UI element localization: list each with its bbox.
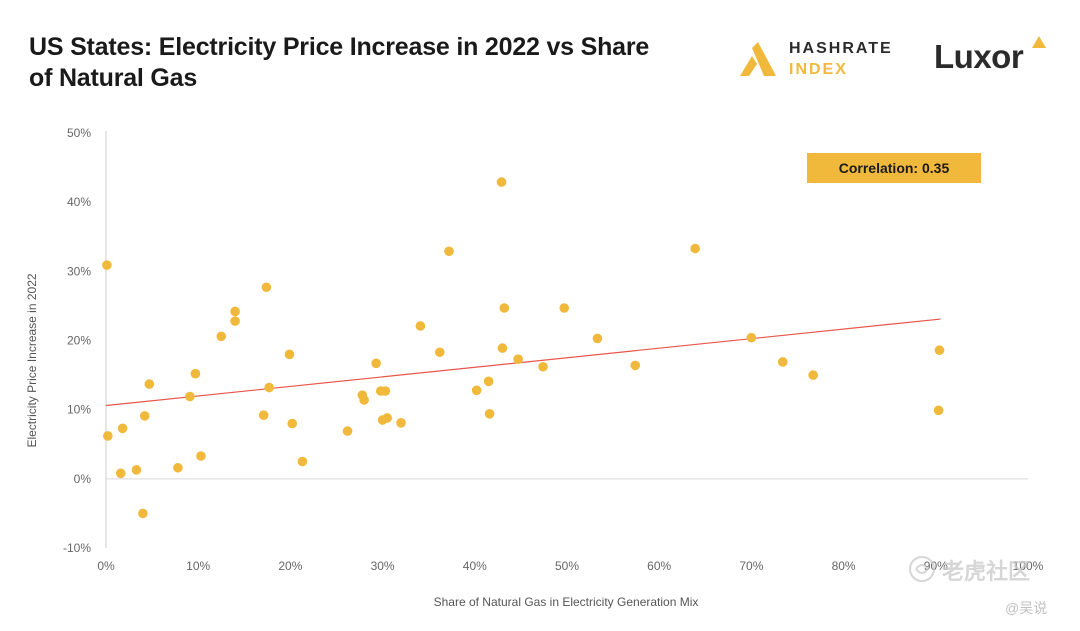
data-point <box>380 386 391 396</box>
data-point <box>230 306 240 317</box>
data-point <box>258 410 269 421</box>
x-tick-label: 80% <box>832 559 856 573</box>
data-point <box>185 391 195 402</box>
data-point <box>444 246 454 257</box>
hashrate-index-logo: HASHRATE INDEX <box>738 38 908 82</box>
data-point <box>746 332 757 343</box>
correlation-badge <box>807 153 981 183</box>
x-tick-label: 100% <box>1013 559 1044 573</box>
watermark-text: 老虎社区 <box>942 559 1031 584</box>
y-tick-label: 30% <box>67 264 91 278</box>
hashrate-logo-icon <box>740 42 776 76</box>
data-point <box>139 411 150 421</box>
data-point <box>287 418 298 429</box>
data-point <box>483 376 494 387</box>
watermark-author: @吴说 <box>1005 600 1048 616</box>
data-point <box>471 385 482 396</box>
data-point <box>592 333 603 344</box>
y-tick-label: 50% <box>67 126 91 140</box>
data-point <box>396 418 406 428</box>
data-point <box>297 456 308 467</box>
data-point <box>382 413 393 423</box>
data-point <box>415 321 426 331</box>
data-point <box>117 423 128 434</box>
data-point <box>173 462 183 473</box>
data-point <box>196 451 206 461</box>
data-point <box>103 431 113 441</box>
tiger-community-watermark-icon <box>909 556 935 582</box>
data-point <box>808 370 818 380</box>
x-tick-label: 90% <box>924 559 948 573</box>
data-point <box>342 426 353 436</box>
data-point <box>513 354 523 364</box>
data-point <box>216 331 227 342</box>
data-point <box>559 303 570 313</box>
y-axis-label: Electricity Price Increase in 2022 <box>25 273 39 447</box>
data-point <box>190 368 201 379</box>
y-tick-label: 0% <box>74 472 92 486</box>
data-point <box>230 316 240 326</box>
data-point <box>284 349 295 360</box>
data-point <box>777 357 788 367</box>
x-tick-label: 20% <box>278 559 302 573</box>
x-tick-label: 60% <box>647 559 671 573</box>
x-tick-label: 50% <box>555 559 579 573</box>
x-tick-label: 70% <box>739 559 763 573</box>
data-point <box>261 282 272 293</box>
data-point <box>499 303 510 313</box>
y-tick-label: -10% <box>63 541 91 555</box>
trendline <box>105 318 941 407</box>
y-tick-label: 40% <box>67 195 91 209</box>
data-point <box>933 405 944 416</box>
data-point <box>102 260 112 270</box>
correlation-label: Correlation: 0.35 <box>839 160 950 176</box>
x-axis-label: Share of Natural Gas in Electricity Gene… <box>434 595 699 609</box>
luxor-logo: Luxor <box>934 38 1024 75</box>
data-point <box>484 409 495 419</box>
data-point <box>359 395 369 405</box>
data-point <box>630 360 641 371</box>
x-tick-label: 10% <box>186 559 210 573</box>
x-tick-label: 30% <box>371 559 395 573</box>
data-point <box>538 361 548 372</box>
data-point <box>264 382 274 393</box>
y-tick-label: 20% <box>67 334 91 348</box>
data-point <box>434 347 445 358</box>
data-point <box>138 508 148 519</box>
x-tick-label: 0% <box>97 559 115 573</box>
data-point <box>497 343 508 353</box>
data-point <box>934 345 945 355</box>
data-point <box>371 358 381 369</box>
data-point <box>690 243 700 254</box>
x-tick-label: 40% <box>463 559 487 573</box>
index-logo-text: INDEX <box>789 61 848 78</box>
data-point <box>496 177 507 187</box>
luxor-logo-icon <box>1032 36 1046 48</box>
data-point <box>115 468 126 479</box>
y-tick-label: 10% <box>67 403 91 417</box>
chart-title: US States: Electricity Price Increase in… <box>29 33 650 92</box>
data-point <box>144 379 155 389</box>
data-point <box>131 465 142 475</box>
hashrate-logo-text: HASHRATE <box>789 40 893 57</box>
